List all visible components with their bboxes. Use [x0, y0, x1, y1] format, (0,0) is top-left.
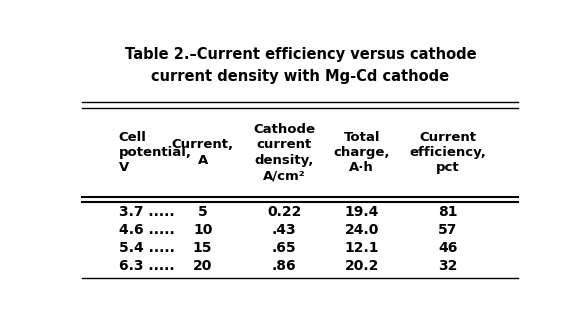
- Text: .43: .43: [272, 223, 297, 237]
- Text: charge,: charge,: [333, 146, 390, 159]
- Text: 15: 15: [193, 241, 213, 255]
- Text: Current,: Current,: [172, 138, 234, 151]
- Text: 10: 10: [193, 223, 212, 237]
- Text: Total: Total: [343, 130, 380, 144]
- Text: 5: 5: [198, 205, 207, 219]
- Text: Cathode: Cathode: [253, 123, 315, 136]
- Text: efficiency,: efficiency,: [410, 146, 486, 159]
- Text: .65: .65: [272, 241, 297, 255]
- Text: 19.4: 19.4: [345, 205, 379, 219]
- Text: 20: 20: [193, 259, 212, 273]
- Text: .86: .86: [272, 259, 297, 273]
- Text: potential,: potential,: [118, 146, 192, 159]
- Text: current: current: [257, 138, 312, 151]
- Text: 3.7 .....: 3.7 .....: [118, 205, 174, 219]
- Text: 46: 46: [438, 241, 458, 255]
- Text: density,: density,: [255, 154, 314, 167]
- Text: Current: Current: [420, 130, 476, 144]
- Text: A/cm²: A/cm²: [263, 169, 306, 182]
- Text: 81: 81: [438, 205, 458, 219]
- Text: Table 2.–Current efficiency versus cathode: Table 2.–Current efficiency versus catho…: [124, 47, 476, 62]
- Text: A·h: A·h: [349, 161, 374, 174]
- Text: Cell: Cell: [118, 130, 146, 144]
- Text: 32: 32: [438, 259, 458, 273]
- Text: current density with Mg-Cd cathode: current density with Mg-Cd cathode: [151, 69, 449, 84]
- Text: pct: pct: [436, 161, 460, 174]
- Text: 5.4 .....: 5.4 .....: [118, 241, 175, 255]
- Text: V: V: [118, 161, 129, 174]
- Text: 12.1: 12.1: [345, 241, 379, 255]
- Text: 24.0: 24.0: [345, 223, 379, 237]
- Text: A: A: [197, 154, 208, 167]
- Text: 4.6 .....: 4.6 .....: [118, 223, 175, 237]
- Text: 57: 57: [438, 223, 458, 237]
- Text: 6.3 .....: 6.3 .....: [118, 259, 174, 273]
- Text: 0.22: 0.22: [267, 205, 302, 219]
- Text: 20.2: 20.2: [345, 259, 379, 273]
